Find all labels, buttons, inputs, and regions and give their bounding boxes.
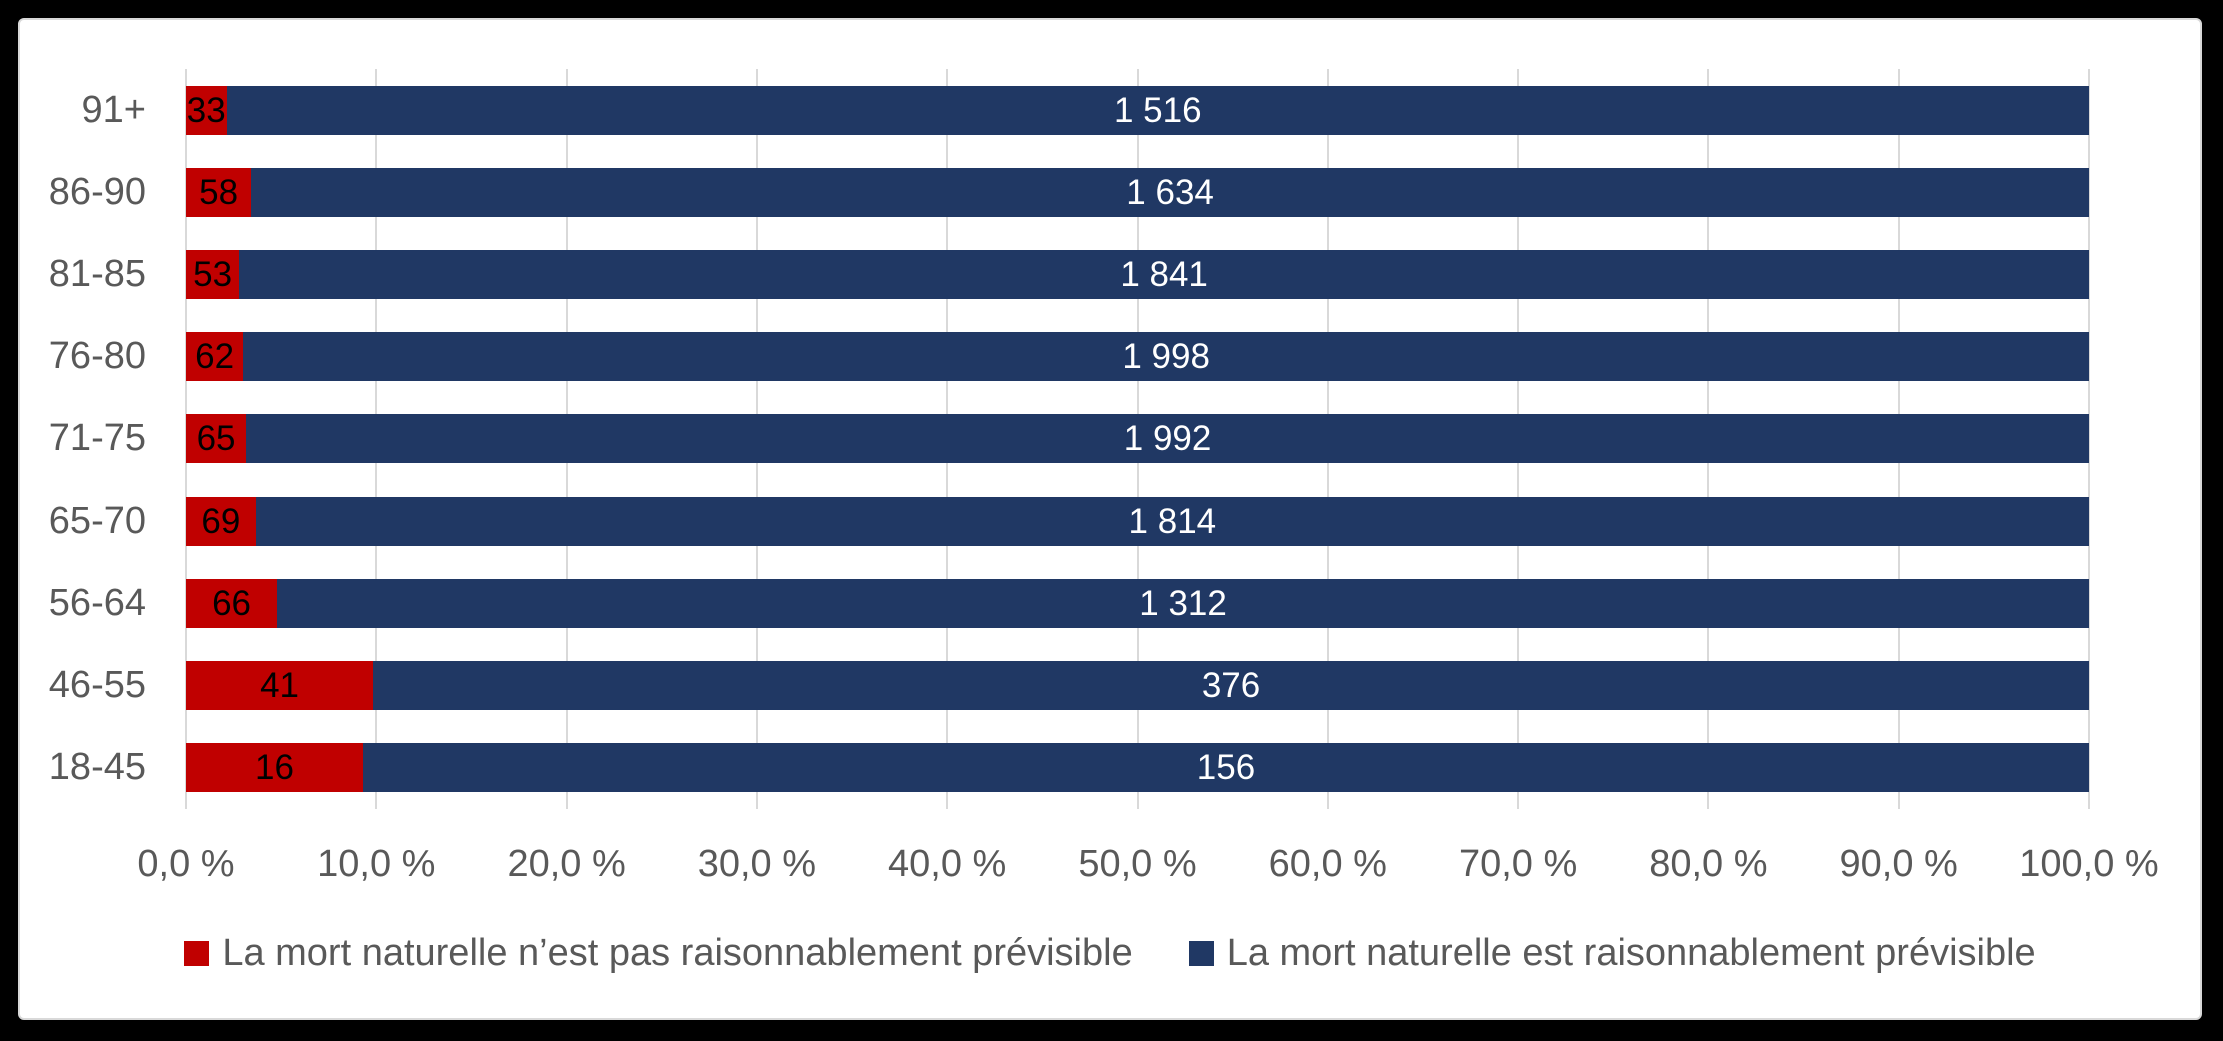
bar-row: 69 1 814 xyxy=(186,480,2089,562)
legend-item: La mort naturelle est raisonnablement pr… xyxy=(1188,932,2036,975)
category-label: 18-45 xyxy=(48,746,146,789)
bar-segment-not-foreseeable: 53 xyxy=(186,250,240,300)
category-slot: 18-45 xyxy=(20,727,146,809)
legend-label: La mort naturelle n’est pas raisonnablem… xyxy=(222,932,1133,974)
x-tick-label: 60,0 % xyxy=(1268,843,1387,885)
plot-area: 33 1 516 58 1 634 53 1 841 62 1 998 65 1 992 69 1 8… xyxy=(185,69,2090,809)
bar-value-label: 16 xyxy=(255,748,294,788)
bar-value-label: 376 xyxy=(1201,666,1261,706)
gridline xyxy=(2088,69,2090,809)
category-slot: 56-64 xyxy=(20,562,146,644)
x-tick-label: 40,0 % xyxy=(888,843,1007,885)
bar-row: 33 1 516 xyxy=(186,69,2089,151)
x-tick-label: 100,0 % xyxy=(2019,843,2159,885)
bar-value-label: 156 xyxy=(1196,748,1256,788)
bar-value-label: 66 xyxy=(212,583,252,623)
stacked-bar: 65 1 992 xyxy=(186,414,2089,464)
bar-value-label: 41 xyxy=(260,666,300,706)
x-tick-label: 10,0 % xyxy=(317,843,436,885)
category-label: 56-64 xyxy=(48,581,146,624)
bar-segment-foreseeable: 1 516 xyxy=(226,85,2089,135)
x-tick-label: 0,0 % xyxy=(137,843,235,885)
bar-value-label: 1 998 xyxy=(1122,337,1210,377)
bar-value-label: 1 516 xyxy=(1113,90,1202,130)
bar-value-label: 1 312 xyxy=(1139,583,1227,623)
category-label: 71-75 xyxy=(48,417,146,460)
legend-label: La mort naturelle est raisonnablement pr… xyxy=(1226,932,2036,974)
category-label: 91+ xyxy=(81,88,146,131)
bar-segment-not-foreseeable: 62 xyxy=(186,332,244,382)
bar-segment-not-foreseeable: 58 xyxy=(186,167,252,217)
category-slot: 65-70 xyxy=(20,480,146,562)
bar-segment-foreseeable: 156 xyxy=(363,743,2089,793)
stacked-bar: 33 1 516 xyxy=(186,85,2089,135)
chart-panel: 91+ 86-90 81-85 76-80 71-75 65-70 56-64 46-55 18… xyxy=(18,18,2202,1020)
bar-row: 62 1 998 xyxy=(186,316,2089,398)
bar-row: 58 1 634 xyxy=(186,151,2089,233)
bar-segment-not-foreseeable: 66 xyxy=(186,578,278,628)
bar-row: 16 156 xyxy=(186,727,2089,809)
bar-segment-foreseeable: 1 998 xyxy=(243,332,2089,382)
bar-value-label: 1 814 xyxy=(1128,501,1217,541)
x-tick-label: 30,0 % xyxy=(697,843,817,885)
bar-value-label: 33 xyxy=(186,90,226,130)
stacked-bar: 66 1 312 xyxy=(186,578,2089,628)
bar-value-label: 65 xyxy=(196,419,236,459)
bar-segment-foreseeable: 376 xyxy=(373,661,2089,711)
bar-segment-foreseeable: 1 992 xyxy=(246,414,2089,464)
category-label: 81-85 xyxy=(48,253,146,296)
x-tick-label: 50,0 % xyxy=(1078,843,1197,885)
category-label: 65-70 xyxy=(48,499,146,542)
bar-segment-foreseeable: 1 841 xyxy=(239,250,2089,300)
category-slot: 71-75 xyxy=(20,398,146,480)
bar-segment-foreseeable: 1 312 xyxy=(277,578,2089,628)
stacked-bar: 58 1 634 xyxy=(186,167,2089,217)
legend-swatch-icon xyxy=(1188,941,1214,966)
category-axis: 91+ 86-90 81-85 76-80 71-75 65-70 56-64 46-55 18… xyxy=(20,69,146,809)
bar-value-label: 62 xyxy=(195,337,235,377)
x-tick-label: 20,0 % xyxy=(507,843,626,885)
bar-segment-not-foreseeable: 16 xyxy=(186,743,364,793)
category-slot: 86-90 xyxy=(20,151,146,233)
bar-segment-foreseeable: 1 634 xyxy=(251,167,2089,217)
category-slot: 76-80 xyxy=(20,316,146,398)
bar-value-label: 58 xyxy=(199,172,239,212)
legend-item: La mort naturelle n’est pas raisonnablem… xyxy=(184,932,1133,975)
bar-value-label: 1 634 xyxy=(1126,172,1214,212)
bar-value-label: 1 992 xyxy=(1123,419,1212,459)
stacked-bar: 16 156 xyxy=(186,743,2089,793)
category-slot: 91+ xyxy=(20,69,146,151)
bar-row: 65 1 992 xyxy=(186,398,2089,480)
legend-swatch-icon xyxy=(184,941,210,966)
category-label: 46-55 xyxy=(48,664,146,707)
stacked-bar: 69 1 814 xyxy=(186,496,2089,546)
bar-rows: 33 1 516 58 1 634 53 1 841 62 1 998 65 1 992 69 1 8… xyxy=(186,69,2089,809)
bar-row: 53 1 841 xyxy=(186,233,2089,315)
category-label: 76-80 xyxy=(48,335,146,378)
bar-row: 66 1 312 xyxy=(186,562,2089,644)
bar-segment-not-foreseeable: 69 xyxy=(186,496,256,546)
bar-value-label: 53 xyxy=(193,255,233,295)
legend: La mort naturelle n’est pas raisonnablem… xyxy=(20,932,2200,975)
stacked-bar: 41 376 xyxy=(186,661,2089,711)
category-label: 86-90 xyxy=(48,170,146,213)
bar-segment-not-foreseeable: 33 xyxy=(186,85,227,135)
x-axis: 0,0 % 10,0 % 20,0 % 30,0 % 40,0 % 50,0 % 60,0 … xyxy=(137,809,2158,899)
bar-row: 41 376 xyxy=(186,645,2089,727)
bar-segment-not-foreseeable: 65 xyxy=(186,414,247,464)
x-tick-label: 80,0 % xyxy=(1649,843,1768,885)
bar-segment-not-foreseeable: 41 xyxy=(186,661,374,711)
bar-value-label: 1 841 xyxy=(1120,255,1208,295)
bar-value-label: 69 xyxy=(201,501,241,541)
x-tick-label: 90,0 % xyxy=(1839,843,1958,885)
category-slot: 81-85 xyxy=(20,233,146,315)
x-tick-label: 70,0 % xyxy=(1458,843,1578,885)
stacked-bar: 62 1 998 xyxy=(186,332,2089,382)
category-slot: 46-55 xyxy=(20,645,146,727)
bar-segment-foreseeable: 1 814 xyxy=(255,496,2089,546)
stacked-bar: 53 1 841 xyxy=(186,250,2089,300)
